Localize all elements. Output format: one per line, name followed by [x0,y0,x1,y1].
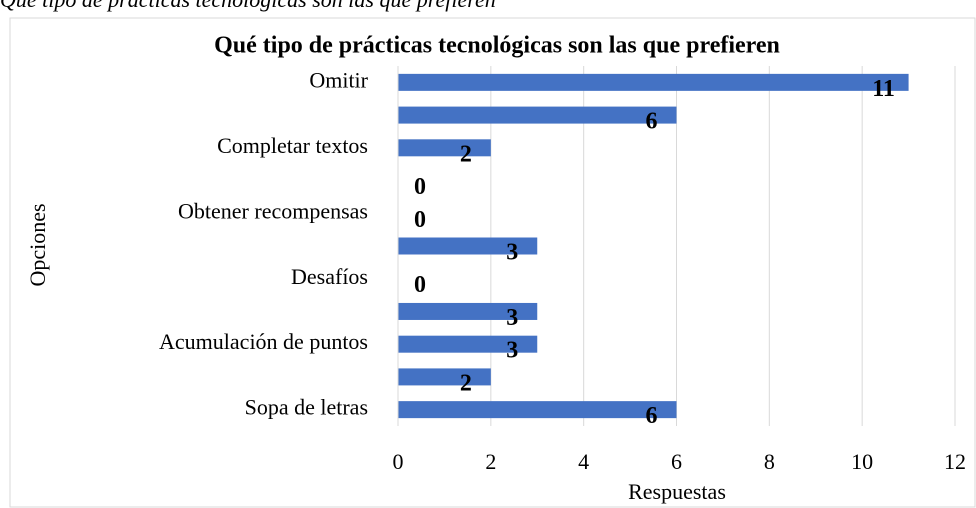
data-label: 2 [460,370,472,396]
bar [398,401,677,419]
y-tick-label: Sopa de letras [245,395,368,420]
bar [398,237,538,255]
x-tick-label: 8 [764,449,775,474]
x-tick-label: 0 [393,449,404,474]
chart-border [9,17,976,508]
data-label: 0 [414,174,426,200]
bar [398,106,677,124]
y-tick-label: Desafíos [291,264,368,289]
y-tick-label: Completar textos [217,133,368,158]
y-tick-label: Obtener recompensas [178,198,368,223]
chart-title: Qué tipo de prácticas tecnológicas son l… [214,33,780,59]
caption: Qué tipo de prácticas tecnológicas son l… [0,0,496,12]
x-tick-label: 2 [485,449,496,474]
x-tick-label: 12 [944,449,966,474]
bar [398,335,538,353]
x-axis-title: Respuestas [628,479,726,504]
bar [398,73,909,91]
data-label: 0 [414,207,426,233]
y-axis-title: Opciones [25,203,50,286]
bar [398,368,491,386]
data-label: 6 [646,109,658,135]
x-tick-label: 10 [851,449,873,474]
data-label: 6 [646,403,658,429]
data-label: 11 [872,76,895,102]
x-tick-label: 4 [578,449,589,474]
data-label: 3 [506,305,518,331]
data-label: 3 [506,338,518,364]
y-tick-label: Omitir [309,67,368,92]
data-label: 0 [414,272,426,298]
data-label: 2 [460,141,472,167]
data-label: 3 [506,240,518,266]
bar [398,302,538,320]
bar [398,139,491,157]
y-tick-label: Acumulación de puntos [159,329,368,354]
x-tick-label: 6 [671,449,682,474]
